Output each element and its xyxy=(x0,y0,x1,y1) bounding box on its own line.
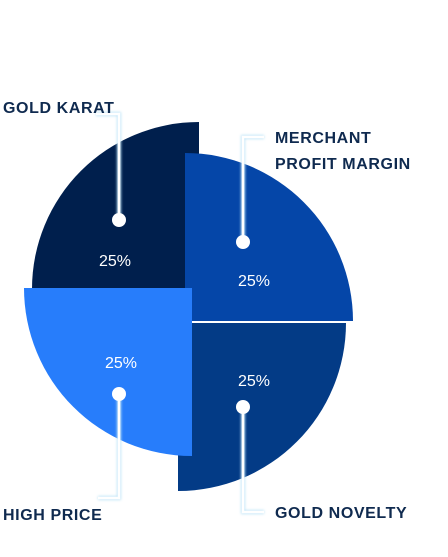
category-label: GOLD NOVELTY xyxy=(275,505,407,522)
category-label: GOLD KARAT xyxy=(3,100,114,117)
slice-high-price xyxy=(24,288,192,456)
slice-gold-novelty xyxy=(178,323,346,491)
data-label: 25% xyxy=(238,373,270,390)
data-label: 25% xyxy=(238,273,270,290)
category-label: MERCHANT xyxy=(275,130,371,147)
leader-dot xyxy=(112,213,126,227)
data-label: 25% xyxy=(105,355,137,372)
category-label: PROFIT MARGIN xyxy=(275,156,411,173)
slice-merchant-profit-margin xyxy=(185,153,353,321)
leader-dot xyxy=(236,400,250,414)
leader-dot xyxy=(112,387,126,401)
category-label: HIGH PRICE xyxy=(3,507,102,524)
data-label: 25% xyxy=(99,253,131,270)
leader-dot xyxy=(236,235,250,249)
